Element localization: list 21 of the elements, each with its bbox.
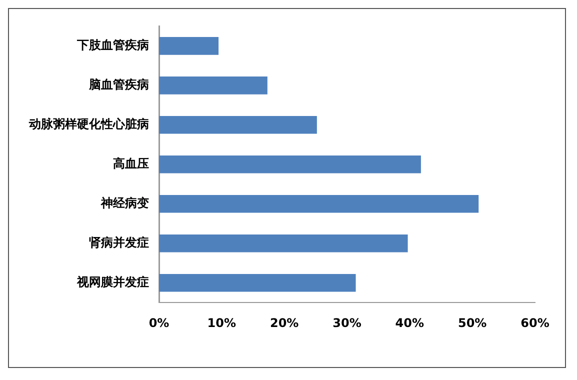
y-tick-label: 肾病并发症 [89,235,149,250]
bar [159,234,408,252]
x-tick-label: 10% [207,316,236,330]
x-tick-label: 0% [148,316,170,330]
y-tick-label: 下肢血管疾病 [76,38,149,52]
y-tick-label: 脑血管疾病 [88,78,149,92]
x-tick-label: 60% [520,316,550,330]
y-tick-label: 神经病变 [100,196,149,210]
x-tick-label: 30% [332,316,362,330]
bar [159,274,356,292]
bar [159,37,219,55]
y-tick-label: 高血压 [113,156,149,171]
y-tick-label: 视网膜并发症 [76,274,149,289]
bar [159,156,421,174]
x-tick-label: 20% [270,316,299,330]
bar [159,76,268,94]
bar [159,116,317,134]
bar [159,195,479,213]
x-tick-label: 40% [395,316,424,330]
y-tick-label: 动脉粥样硬化性心脏病 [28,117,149,132]
x-tick-label: 50% [458,316,487,330]
